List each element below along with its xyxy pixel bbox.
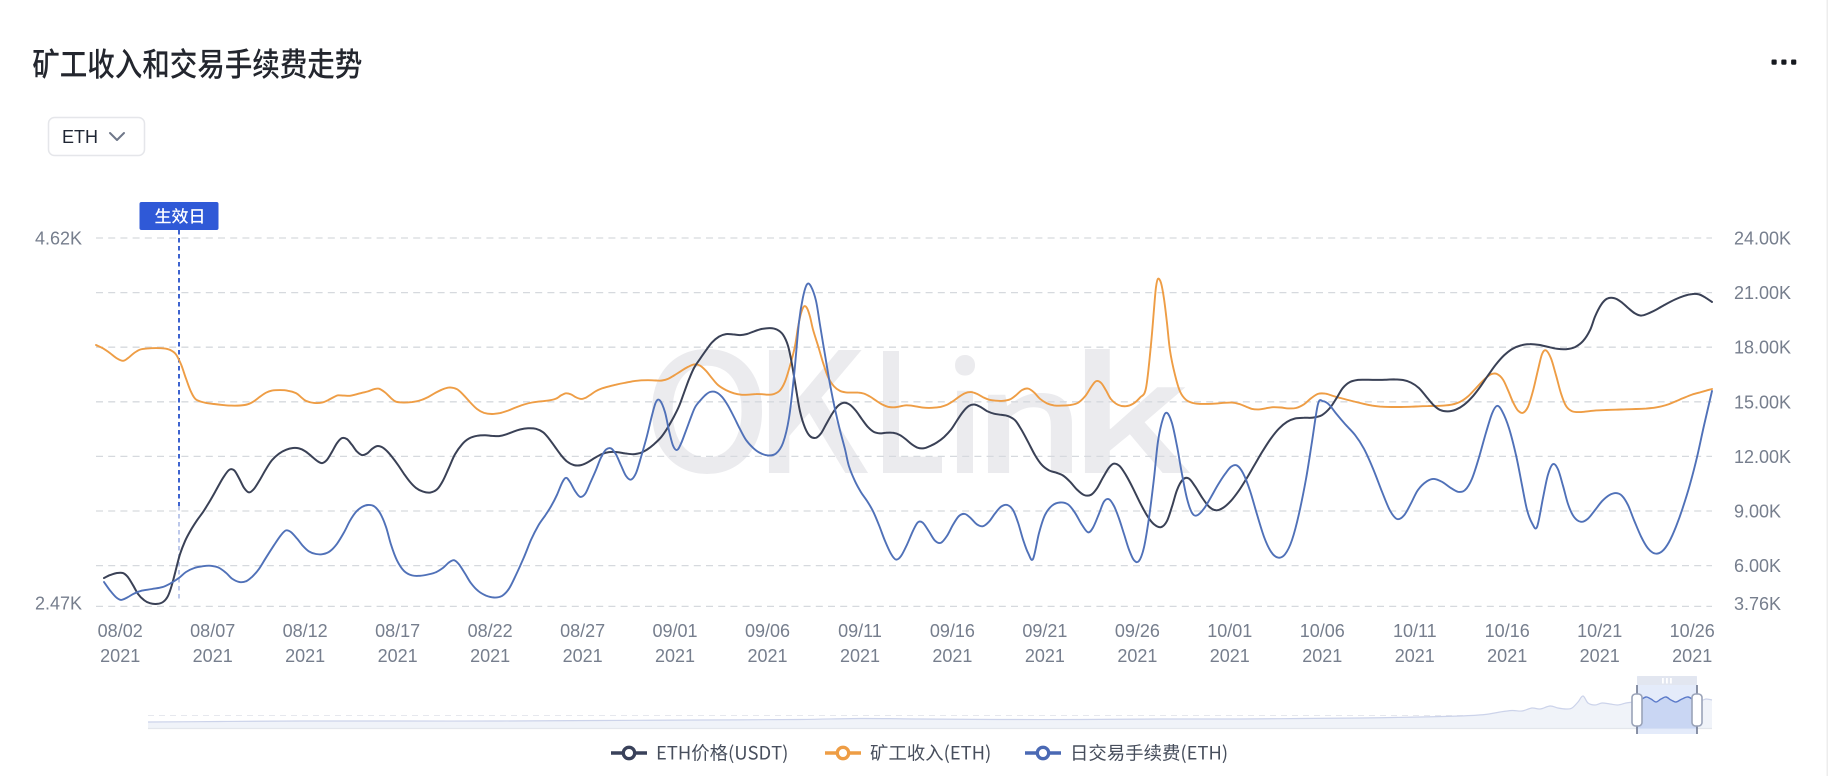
svg-text:2021: 2021 <box>470 646 510 666</box>
svg-text:24.00K: 24.00K <box>1734 229 1791 249</box>
svg-text:09/01: 09/01 <box>652 621 697 641</box>
svg-text:15.00K: 15.00K <box>1734 392 1791 412</box>
svg-text:2021: 2021 <box>193 646 233 666</box>
svg-text:2021: 2021 <box>1025 646 1065 666</box>
svg-text:2021: 2021 <box>932 646 972 666</box>
svg-text:2021: 2021 <box>563 646 603 666</box>
svg-text:2021: 2021 <box>100 646 140 666</box>
svg-text:21.00K: 21.00K <box>1734 283 1791 303</box>
svg-text:2021: 2021 <box>1117 646 1157 666</box>
svg-text:4.62K: 4.62K <box>35 229 82 249</box>
svg-text:2021: 2021 <box>655 646 695 666</box>
svg-text:2021: 2021 <box>747 646 787 666</box>
svg-text:2021: 2021 <box>285 646 325 666</box>
svg-text:08/02: 08/02 <box>98 621 143 641</box>
svg-text:08/17: 08/17 <box>375 621 420 641</box>
svg-text:12.00K: 12.00K <box>1734 447 1791 467</box>
svg-text:08/12: 08/12 <box>283 621 328 641</box>
svg-text:10/26: 10/26 <box>1670 621 1715 641</box>
svg-text:2.47K: 2.47K <box>35 594 82 614</box>
svg-text:10/21: 10/21 <box>1577 621 1622 641</box>
svg-text:2021: 2021 <box>1395 646 1435 666</box>
svg-text:08/22: 08/22 <box>468 621 513 641</box>
svg-text:ETH: ETH <box>62 127 98 147</box>
svg-text:10/16: 10/16 <box>1485 621 1530 641</box>
svg-text:2021: 2021 <box>1672 646 1712 666</box>
svg-text:3.76K: 3.76K <box>1734 594 1781 614</box>
svg-text:2021: 2021 <box>1580 646 1620 666</box>
svg-text:09/26: 09/26 <box>1115 621 1160 641</box>
svg-text:10/06: 10/06 <box>1300 621 1345 641</box>
svg-text:18.00K: 18.00K <box>1734 338 1791 358</box>
svg-text:09/06: 09/06 <box>745 621 790 641</box>
svg-text:10/11: 10/11 <box>1393 621 1437 641</box>
svg-text:9.00K: 9.00K <box>1734 502 1781 522</box>
svg-text:09/11: 09/11 <box>838 621 882 641</box>
svg-text:2021: 2021 <box>1302 646 1342 666</box>
svg-text:6.00K: 6.00K <box>1734 556 1781 576</box>
svg-text:2021: 2021 <box>840 646 880 666</box>
svg-text:09/16: 09/16 <box>930 621 975 641</box>
svg-text:08/07: 08/07 <box>190 621 235 641</box>
svg-text:2021: 2021 <box>378 646 418 666</box>
svg-text:10/01: 10/01 <box>1207 621 1252 641</box>
svg-text:08/27: 08/27 <box>560 621 605 641</box>
svg-text:09/21: 09/21 <box>1022 621 1067 641</box>
svg-text:2021: 2021 <box>1487 646 1527 666</box>
svg-text:2021: 2021 <box>1210 646 1250 666</box>
